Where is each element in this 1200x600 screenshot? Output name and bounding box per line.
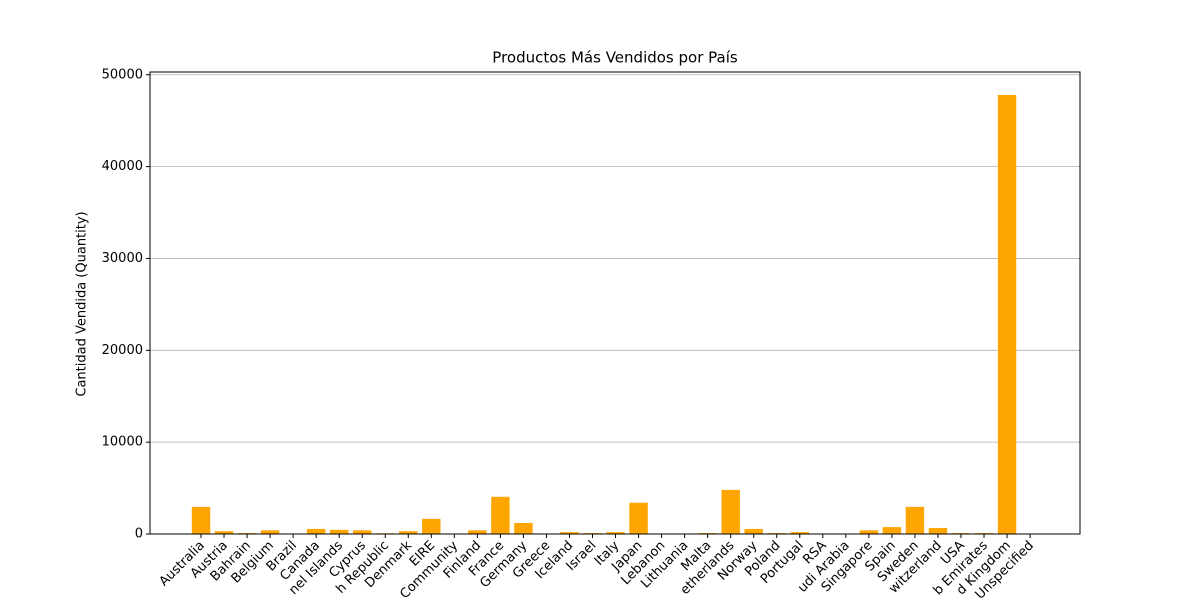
bar	[422, 518, 441, 534]
y-tick-label: 40000	[102, 159, 143, 174]
bar	[882, 527, 902, 534]
plot-frame	[149, 71, 1081, 535]
bar	[790, 532, 809, 534]
y-tick-label: 0	[135, 527, 143, 542]
bar	[629, 502, 648, 534]
bar	[721, 489, 740, 534]
y-tick-label: 30000	[102, 251, 143, 266]
y-tick-label: 10000	[102, 435, 143, 450]
bar	[468, 530, 487, 534]
bar	[399, 531, 418, 534]
y-tick-label: 20000	[102, 343, 143, 358]
bar	[928, 528, 948, 534]
y-tick-label: 50000	[102, 67, 143, 82]
bar	[905, 506, 925, 534]
bar	[306, 528, 326, 534]
bar	[491, 496, 510, 534]
y-axis-label: Cantidad Vendida (Quantity)	[75, 211, 90, 396]
bar	[859, 530, 879, 534]
bar	[329, 529, 349, 534]
bar	[352, 530, 372, 534]
bar	[514, 522, 533, 534]
bar	[191, 506, 211, 534]
bar	[744, 528, 763, 534]
bar	[560, 532, 579, 534]
bar	[260, 530, 280, 534]
bar	[997, 94, 1017, 535]
chart-title: Productos Más Vendidos por País	[492, 49, 738, 67]
bar	[606, 532, 625, 534]
bar	[214, 531, 234, 534]
